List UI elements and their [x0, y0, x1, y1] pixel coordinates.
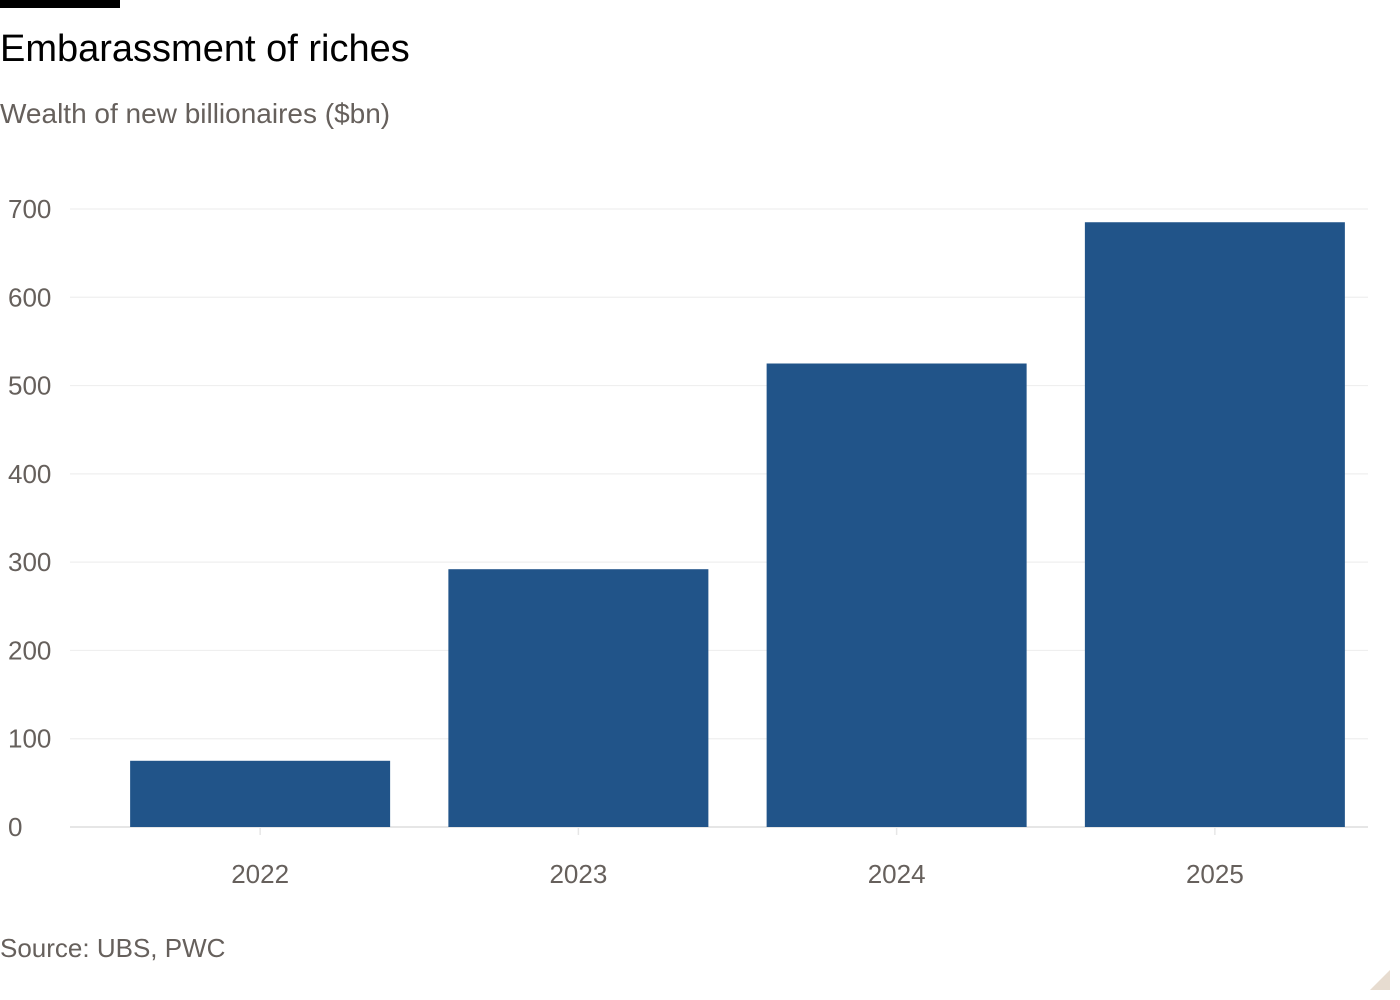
bar [766, 363, 1027, 827]
y-tick-label: 0 [8, 812, 22, 842]
x-axis: 2022 2023 2024 2025 [231, 827, 1244, 889]
y-axis: 0 100 200 300 400 500 600 700 [8, 194, 51, 842]
x-tick-label: 2024 [868, 859, 926, 889]
y-tick-label: 300 [8, 547, 51, 577]
y-tick-label: 400 [8, 459, 51, 489]
bar [1084, 222, 1345, 827]
chart-subtitle: Wealth of new billionaires ($bn) [0, 98, 391, 129]
bar [448, 569, 709, 827]
corner-fold-icon [1370, 970, 1390, 990]
x-tick-label: 2025 [1186, 859, 1244, 889]
y-tick-label: 200 [8, 635, 51, 665]
bars [130, 222, 1345, 827]
y-tick-label: 100 [8, 724, 51, 754]
x-tick-label: 2023 [549, 859, 607, 889]
y-tick-label: 600 [8, 282, 51, 312]
source-note: Source: UBS, PWC [0, 933, 226, 963]
chart-title: Embarassment of riches [0, 28, 410, 70]
brand-top-bar [0, 0, 120, 8]
y-tick-label: 700 [8, 194, 51, 224]
x-tick-label: 2022 [231, 859, 289, 889]
bar [130, 760, 391, 827]
y-tick-label: 500 [8, 371, 51, 401]
